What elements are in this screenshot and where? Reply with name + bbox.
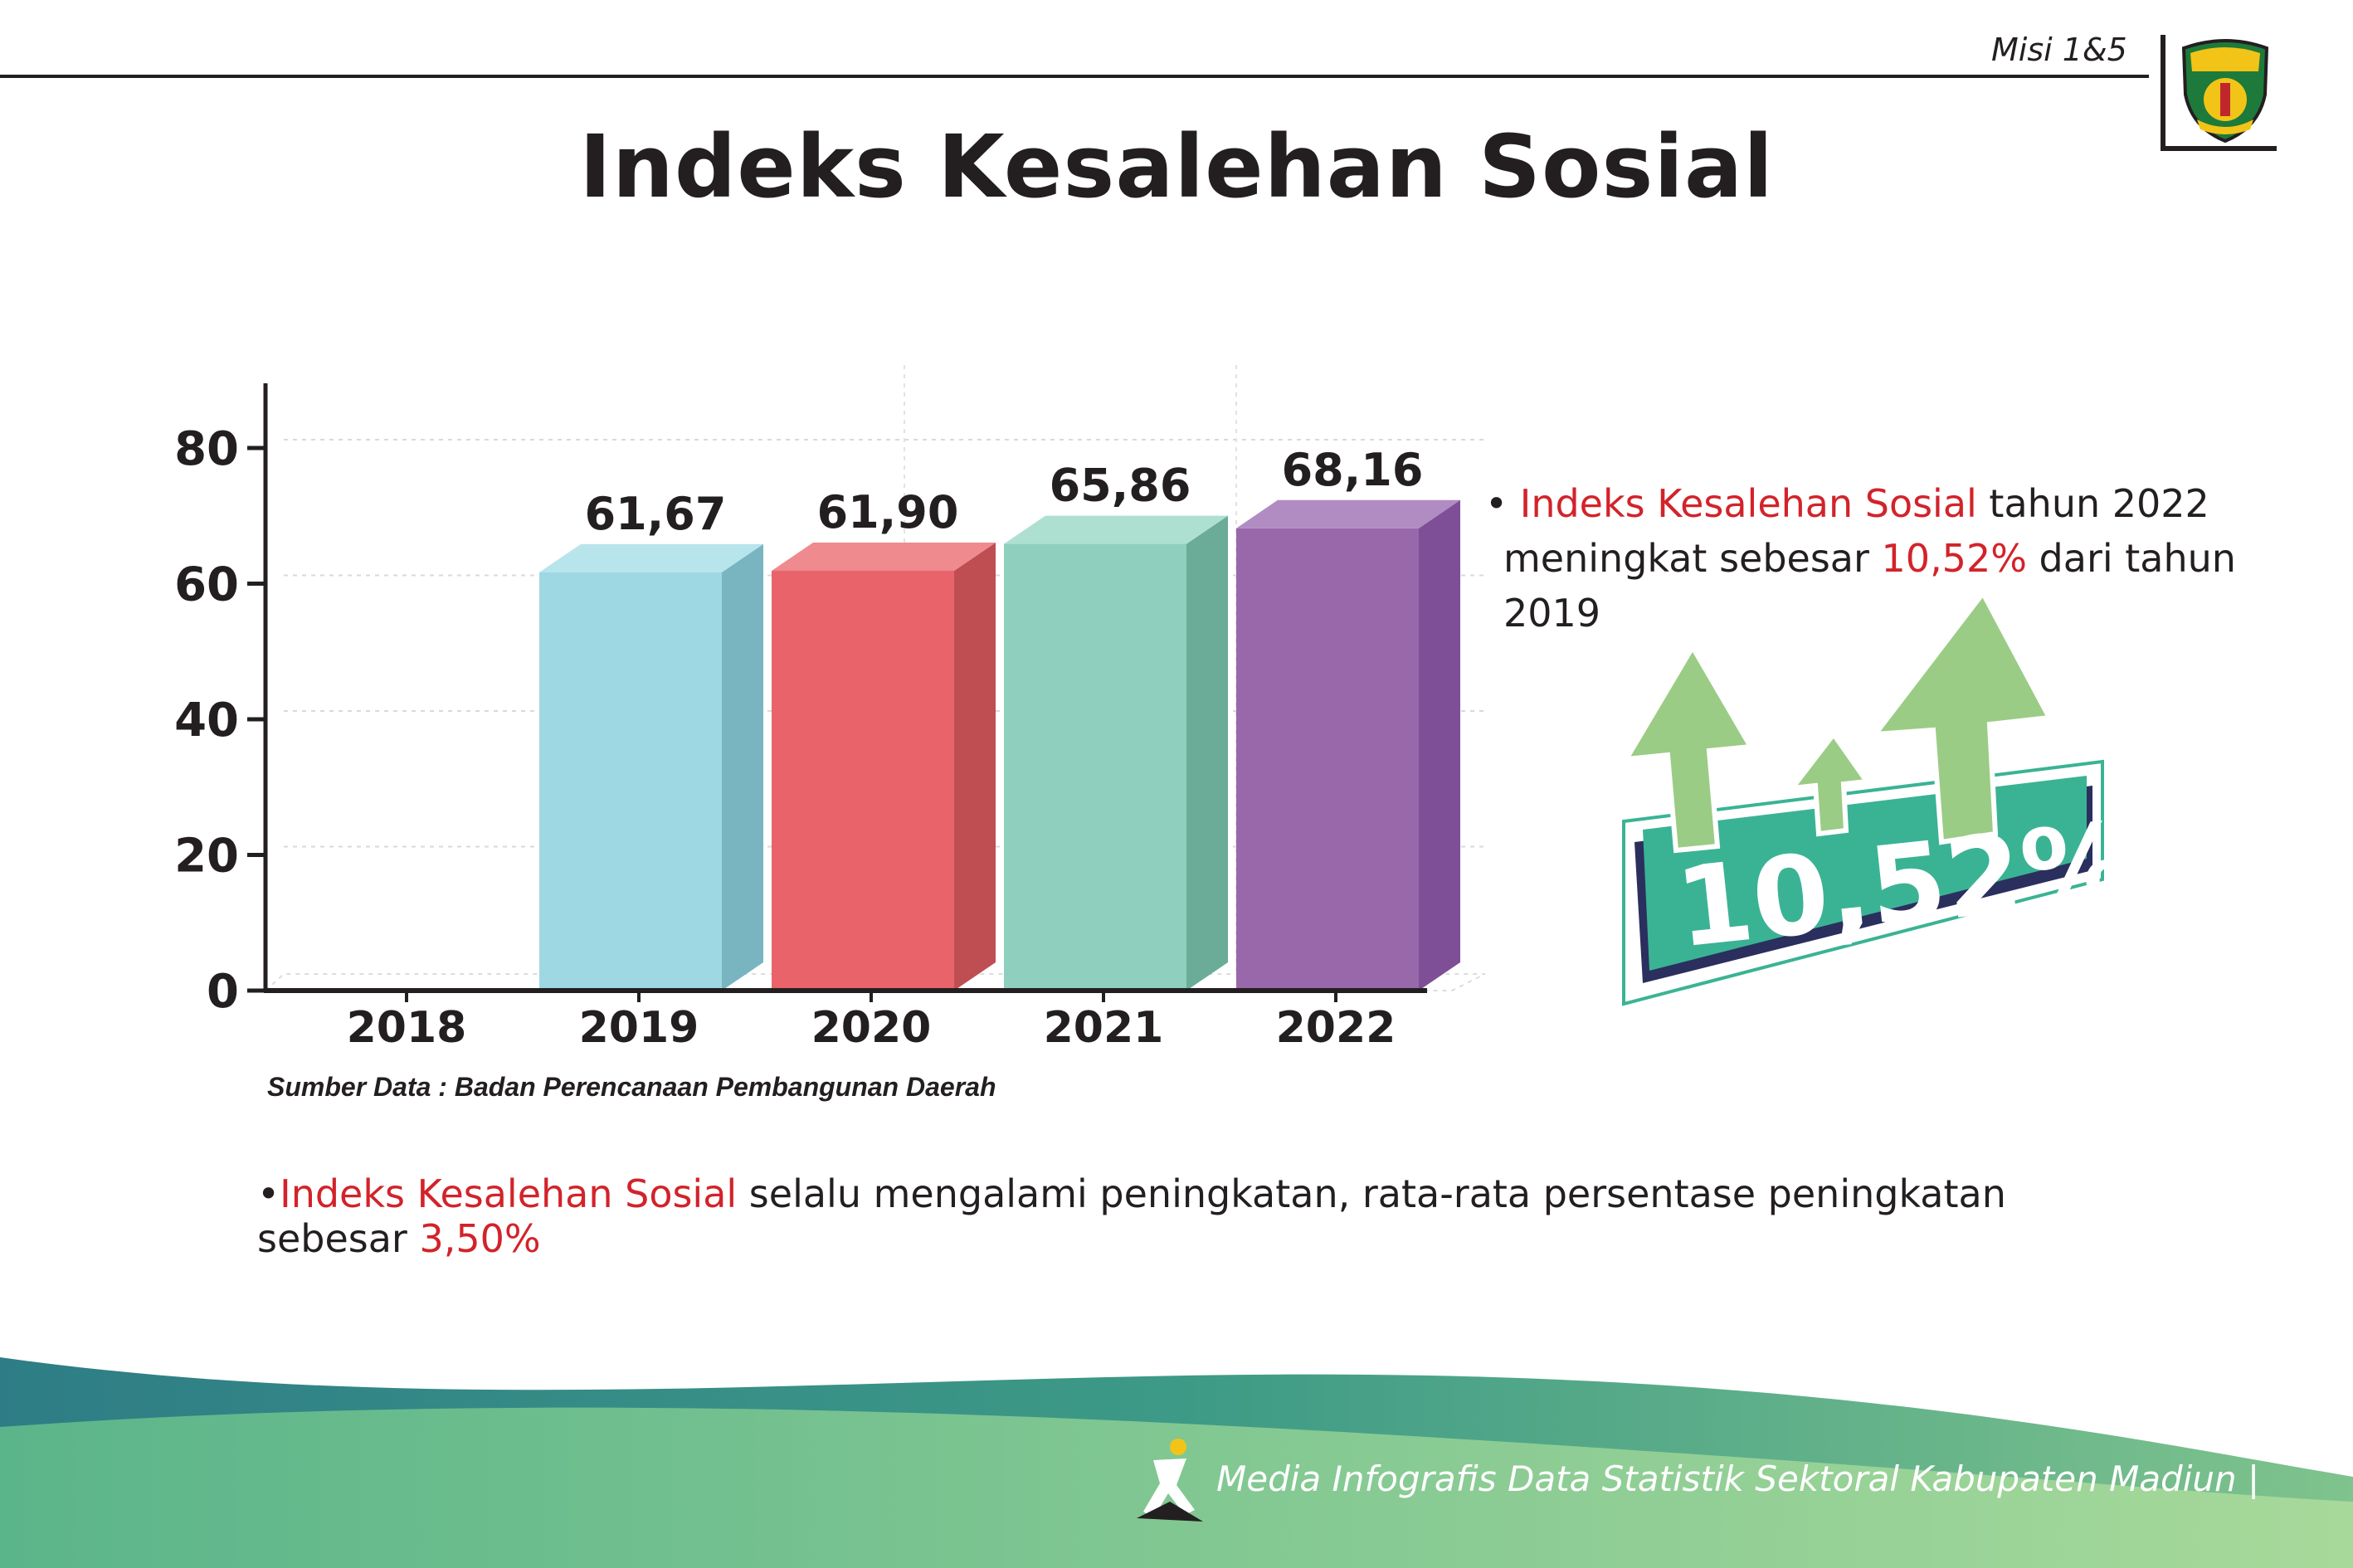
y-tick-label: 0 xyxy=(207,965,239,1019)
highlight-note: • Indeks Kesalehan Sosial tahun 2022 men… xyxy=(1485,476,2323,640)
bar-side xyxy=(722,543,763,991)
kabupaten-madiun-emblem xyxy=(2181,39,2269,144)
bar-top xyxy=(772,542,996,571)
bar-value-label: 68,16 xyxy=(1282,444,1424,496)
corner-frame-vertical xyxy=(2161,35,2165,151)
x-tick-label: 2021 xyxy=(1044,1003,1164,1053)
highlight-text-year: tahun 2022 xyxy=(1976,481,2209,526)
y-tick-label: 80 xyxy=(174,422,239,476)
footer-text: Media Infografis Data Statistik Sektoral… xyxy=(1216,1458,2260,1499)
bar xyxy=(772,570,954,991)
bar-top xyxy=(539,543,763,572)
growth-badge xyxy=(1621,593,2104,1006)
bar-value-label: 65,86 xyxy=(1050,460,1191,512)
x-tick-label: 2022 xyxy=(1276,1003,1396,1053)
highlight-line-2: meningkat sebesar 10,52% dari tahun 2019 xyxy=(1485,531,2323,640)
bar xyxy=(1004,543,1186,991)
highlight-text-increase: meningkat sebesar xyxy=(1503,536,1882,581)
highlight-percent: 10,52% xyxy=(1881,536,2027,581)
data-source: Sumber Data : Badan Perencanaan Pembangu… xyxy=(267,1072,996,1102)
bar-side xyxy=(1419,499,1460,991)
misi-label: Misi 1&5 xyxy=(1991,32,2127,68)
page-title: Indeks Kesalehan Sosial xyxy=(579,116,1774,217)
highlight-line-1: • Indeks Kesalehan Sosial tahun 2022 xyxy=(1485,476,2323,531)
highlight-index-name: Indeks Kesalehan Sosial xyxy=(1519,481,1977,526)
header-rule xyxy=(0,75,2149,78)
bar-side xyxy=(954,542,996,991)
runner-logo xyxy=(1137,1439,1203,1522)
x-tick-label: 2020 xyxy=(811,1003,932,1053)
bar-value-label: 61,90 xyxy=(817,486,959,538)
x-tick-label: 2018 xyxy=(347,1003,467,1053)
summary-text: selalu mengalami peningkatan, rata-rata … xyxy=(257,1171,2006,1261)
bar xyxy=(1236,528,1419,991)
bar xyxy=(539,572,722,991)
arrow-up-right-icon xyxy=(1869,593,2053,845)
y-tick-label: 60 xyxy=(174,558,239,612)
summary-index-name: Indeks Kesalehan Sosial xyxy=(280,1171,738,1216)
summary-note: •Indeks Kesalehan Sosial selalu mengalam… xyxy=(257,1171,2165,1261)
bar-top xyxy=(1236,499,1460,528)
y-tick-label: 40 xyxy=(174,694,239,747)
bar-value-label: 61,67 xyxy=(585,488,727,540)
bar-top xyxy=(1004,515,1228,544)
bar-side xyxy=(1186,515,1228,991)
arrow-up-small-icon xyxy=(1786,729,1872,837)
summary-percent: 3,50% xyxy=(419,1216,541,1261)
bar-chart: 0 20 40 60 80 2018 61,67 2019 61,90 2020 65,86 2021… xyxy=(174,365,1486,1053)
arrow-up-left-icon xyxy=(1621,642,1755,854)
summary-bullet: • xyxy=(257,1171,280,1216)
corner-frame-horizontal xyxy=(2161,146,2277,151)
y-tick-label: 20 xyxy=(174,830,239,884)
highlight-text-from: dari tahun 2019 xyxy=(1503,536,2236,635)
x-tick-label: 2019 xyxy=(579,1003,699,1053)
highlight-bullet: • xyxy=(1485,481,1508,526)
